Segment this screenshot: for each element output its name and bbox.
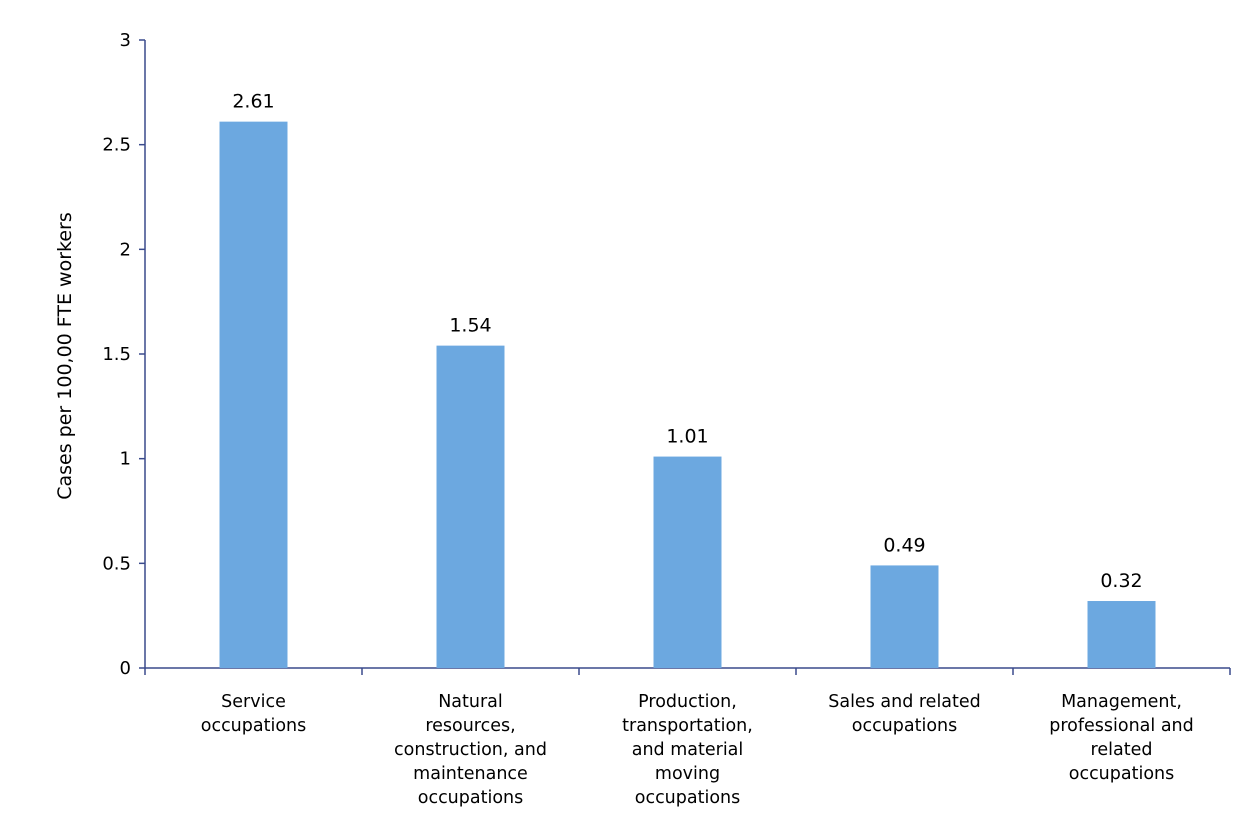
x-tick-label-line: occupations	[852, 716, 958, 736]
x-tick-label: Production, transportation, and material mo…	[622, 692, 753, 808]
y-tick-label: 2.5	[102, 135, 131, 156]
y-tick-label: 0.5	[102, 553, 131, 574]
x-tick-label-line: Sales and related	[828, 692, 981, 712]
x-axis	[144, 667, 1231, 675]
x-tick-label-line: occupations	[1069, 764, 1175, 784]
value-labels: 2.61 1.54 1.01 0.49 0.32	[232, 91, 1142, 592]
x-tick-label-line: transportation,	[622, 716, 753, 736]
y-axis: 0 0.5 1 1.5 2 2.5 3	[102, 30, 146, 679]
x-tick-label-line: construction, and	[394, 740, 547, 760]
bar	[870, 565, 939, 668]
x-tick-label: Service occupations	[201, 692, 307, 736]
y-tick-label: 1	[120, 449, 131, 470]
x-tick-label-line: Production,	[638, 692, 737, 712]
x-tick-label-line: and material	[632, 740, 744, 760]
x-tick-label-line: related	[1091, 740, 1153, 760]
x-tick-label-line: Management,	[1061, 692, 1182, 712]
bar	[219, 121, 288, 668]
y-axis-title: Cases per 100,00 FTE workers	[54, 212, 76, 500]
category-labels: Service occupations Natural resources, const…	[201, 692, 1194, 808]
data-label: 1.54	[449, 315, 491, 337]
data-label: 0.32	[1100, 570, 1142, 592]
x-tick-label: Natural resources, construction, and mainte…	[394, 692, 547, 808]
x-tick-label-line: occupations	[201, 716, 307, 736]
x-tick-label: Management, professional and related occupa…	[1049, 692, 1194, 784]
x-tick-label-line: moving	[655, 764, 720, 784]
bar	[1087, 601, 1156, 668]
bar	[436, 345, 505, 668]
x-tick-label-line: occupations	[635, 788, 741, 808]
bar	[653, 456, 722, 668]
x-tick-label-line: resources,	[425, 716, 515, 736]
x-tick-label: Sales and related occupations	[828, 692, 981, 736]
x-tick-label-line: professional and	[1049, 716, 1194, 736]
x-tick-label-line: maintenance	[413, 764, 528, 784]
x-tick-label-line: Natural	[438, 692, 503, 712]
y-tick-label: 2	[120, 239, 131, 260]
x-tick-label-line: occupations	[418, 788, 524, 808]
y-tick-label: 3	[120, 30, 131, 51]
y-tick-label: 1.5	[102, 344, 131, 365]
x-tick-label-line: Service	[221, 692, 286, 712]
data-label: 0.49	[883, 534, 925, 556]
y-tick-label: 0	[120, 658, 131, 679]
y-axis-title-group: Cases per 100,00 FTE workers	[54, 212, 76, 500]
bar-series	[219, 121, 1156, 668]
data-label: 2.61	[232, 91, 274, 113]
data-label: 1.01	[666, 426, 708, 448]
